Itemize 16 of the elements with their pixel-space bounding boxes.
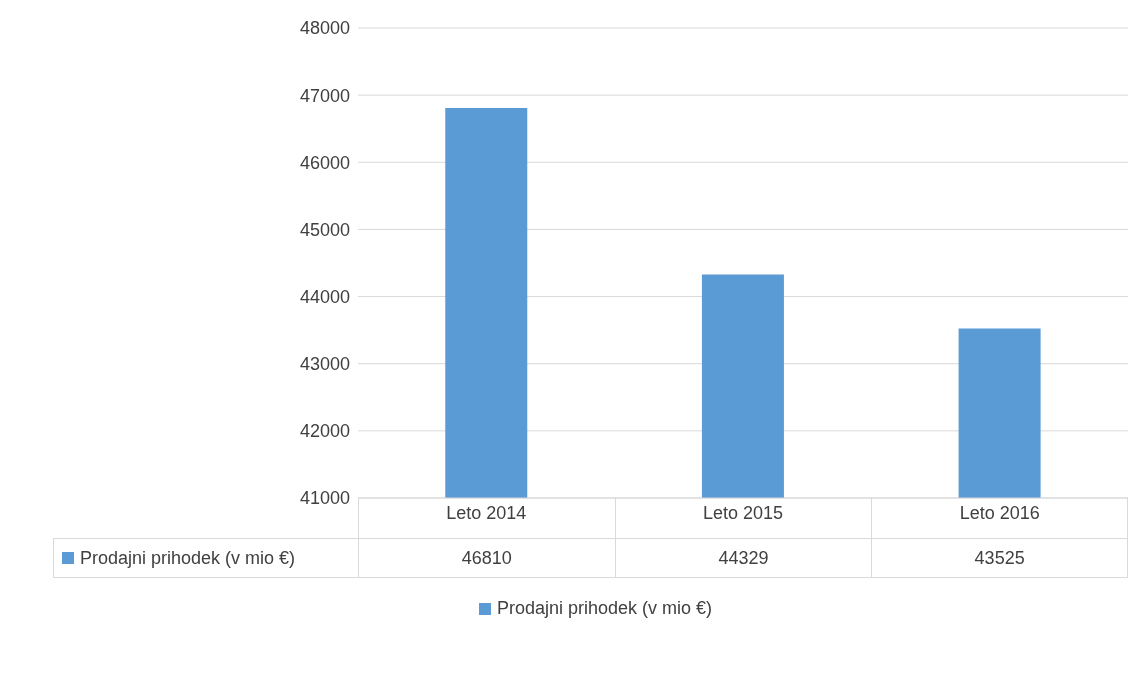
y-tick-label: 47000 bbox=[299, 85, 350, 106]
y-tick-label: 46000 bbox=[299, 152, 350, 173]
data-label: 44329 bbox=[614, 538, 872, 578]
y-tick-label: 41000 bbox=[299, 488, 350, 509]
data-label: 46810 bbox=[358, 538, 615, 578]
data-label: 43525 bbox=[871, 538, 1128, 578]
x-tick-label: Leto 2014 bbox=[446, 502, 527, 523]
legend-label: Prodajni prihodek (v mio €) bbox=[496, 598, 713, 619]
y-tick-label: 44000 bbox=[299, 286, 350, 307]
y-tick-label: 43000 bbox=[299, 354, 350, 375]
x-tick-label: Leto 2016 bbox=[959, 502, 1040, 523]
y-tick-label: 45000 bbox=[299, 219, 350, 240]
y-tick-label: 42000 bbox=[299, 421, 350, 442]
y-tick-label: 48000 bbox=[299, 18, 350, 39]
text: Prodajni prihodek (v mio €) bbox=[80, 547, 296, 568]
x-tick-label: Leto 2015 bbox=[702, 502, 784, 523]
